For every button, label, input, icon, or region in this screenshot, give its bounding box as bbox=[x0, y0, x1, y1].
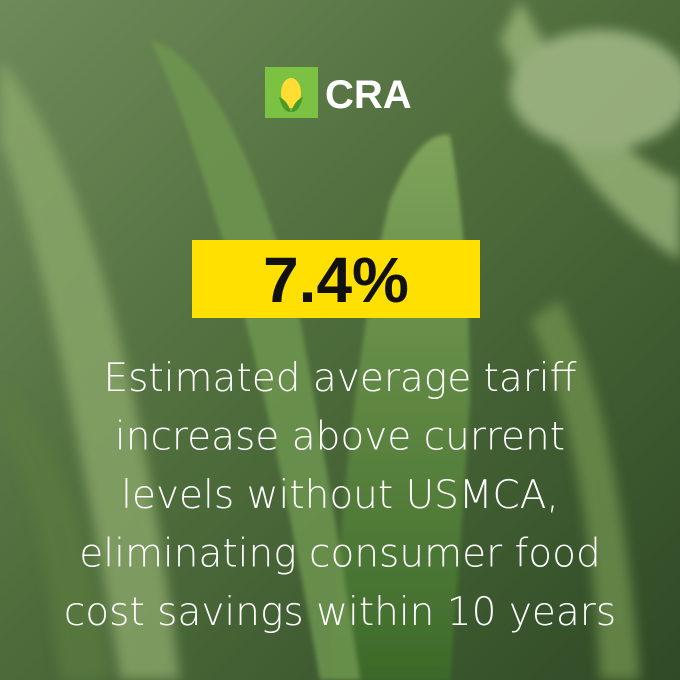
description-line: eliminating consumer food bbox=[79, 532, 600, 577]
stat-value: 7.4% bbox=[263, 244, 409, 316]
description-line: Estimated average tariff bbox=[103, 356, 576, 401]
logo-text: CRA bbox=[325, 73, 412, 117]
description-line: cost savings within 10 years bbox=[64, 590, 616, 635]
description-line: levels without USMCA, bbox=[121, 473, 559, 518]
description-line: increase above current bbox=[115, 415, 565, 460]
description: Estimated average tariff increase above c… bbox=[64, 356, 616, 635]
logo-corn bbox=[281, 78, 301, 108]
stat-box bbox=[192, 240, 480, 318]
logo: CRA bbox=[265, 67, 412, 118]
logo-husk bbox=[279, 97, 303, 113]
